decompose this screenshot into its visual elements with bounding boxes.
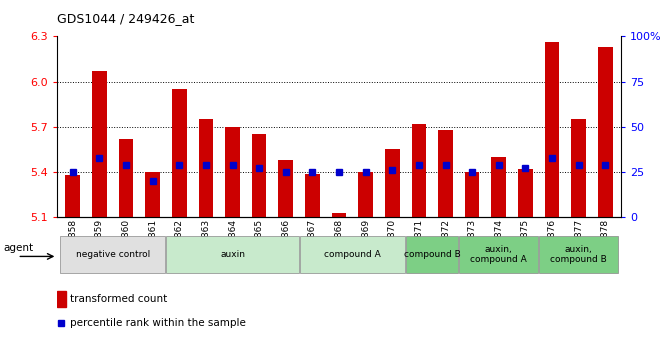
- Bar: [518, 169, 532, 217]
- Bar: [358, 172, 373, 217]
- Bar: [598, 47, 613, 217]
- Bar: [544, 42, 559, 217]
- Bar: [460, 236, 538, 273]
- Bar: [198, 119, 213, 217]
- Text: compound B: compound B: [404, 250, 460, 259]
- Bar: [305, 174, 320, 217]
- Bar: [539, 236, 618, 273]
- Bar: [65, 175, 80, 217]
- Text: GDS1044 / 249426_at: GDS1044 / 249426_at: [57, 12, 194, 25]
- Bar: [332, 213, 346, 217]
- Bar: [225, 127, 240, 217]
- Bar: [465, 172, 480, 217]
- Text: negative control: negative control: [75, 250, 150, 259]
- Bar: [411, 124, 426, 217]
- Text: auxin,
compound B: auxin, compound B: [550, 245, 607, 264]
- Bar: [492, 157, 506, 217]
- Bar: [279, 160, 293, 217]
- Bar: [57, 291, 65, 306]
- Bar: [119, 139, 134, 217]
- Bar: [92, 71, 107, 217]
- Text: agent: agent: [3, 244, 33, 254]
- Bar: [146, 172, 160, 217]
- Bar: [252, 134, 267, 217]
- Bar: [166, 236, 299, 273]
- Bar: [438, 130, 453, 217]
- Text: compound A: compound A: [324, 250, 381, 259]
- Bar: [406, 236, 458, 273]
- Bar: [385, 149, 399, 217]
- Bar: [172, 89, 186, 217]
- Bar: [300, 236, 405, 273]
- Text: percentile rank within the sample: percentile rank within the sample: [70, 318, 246, 328]
- Text: auxin,
compound A: auxin, compound A: [470, 245, 527, 264]
- Bar: [60, 236, 166, 273]
- Bar: [571, 119, 586, 217]
- Text: transformed count: transformed count: [70, 294, 167, 304]
- Text: auxin: auxin: [220, 250, 245, 259]
